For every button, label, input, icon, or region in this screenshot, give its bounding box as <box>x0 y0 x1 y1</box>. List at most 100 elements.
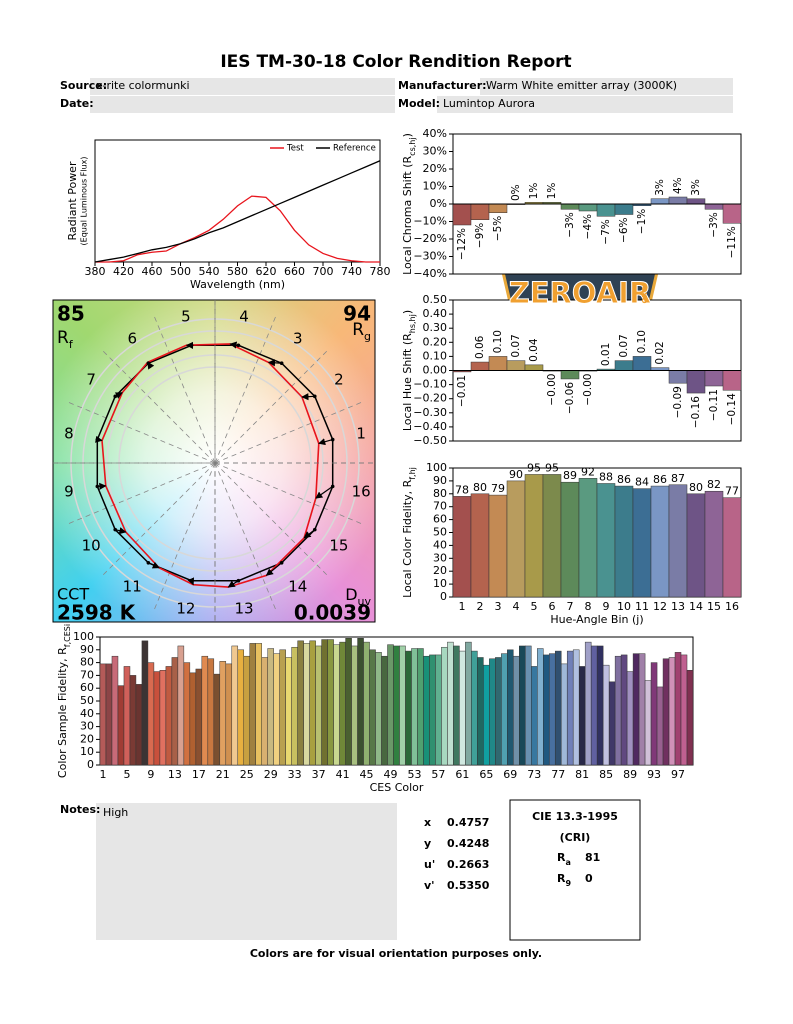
cri-item-label: Ra <box>557 851 571 867</box>
shift-arrow <box>115 527 127 535</box>
y-tick-label: 10 <box>433 577 447 590</box>
bin-boundary <box>154 462 216 610</box>
value-label: 0.10 <box>492 330 504 353</box>
cct-value: 2598 K <box>57 601 137 625</box>
text-part: R <box>557 851 566 864</box>
subscript: hs,hj <box>408 314 417 333</box>
y-tick-label: −0.20 <box>413 392 447 405</box>
field-value: Lumintop Aurora <box>443 97 535 110</box>
value-label: 80 <box>689 481 703 494</box>
hue-bin-label: 15 <box>329 536 348 554</box>
y-tick-label: 0.00 <box>423 364 448 377</box>
y-tick-label: 0.10 <box>423 349 448 362</box>
y-tick-label: 30 <box>433 551 447 564</box>
y-tick-label: 0% <box>430 197 447 210</box>
x-tick-label: 57 <box>431 768 445 781</box>
x-axis-label: Hue-Angle Bin (j) <box>550 613 643 626</box>
bar <box>309 640 316 766</box>
rf-label: Rf <box>57 328 74 351</box>
bar <box>219 661 227 766</box>
bin-boundary <box>214 462 362 524</box>
bar <box>614 655 622 766</box>
hue-bin-label: 8 <box>64 424 74 442</box>
x-tick-label: 81 <box>575 768 589 781</box>
value-label: 1% <box>546 183 558 200</box>
bar <box>153 671 161 766</box>
bar <box>105 663 113 766</box>
x-axis-label: CES Color <box>370 781 424 794</box>
bar <box>411 648 418 766</box>
reference-point <box>95 484 100 489</box>
field-label: Source: <box>60 79 107 92</box>
hue-bin-label: 1 <box>356 424 366 442</box>
bar <box>632 653 640 766</box>
y-tick-label: −0.10 <box>413 378 447 391</box>
x-tick-label: 12 <box>653 600 667 613</box>
value-label: 0.01 <box>600 343 612 366</box>
bar <box>686 670 694 766</box>
hue-bin-label: 5 <box>181 307 191 325</box>
y-tick-label: 70 <box>80 668 94 681</box>
hue-bin-label: 11 <box>123 577 142 595</box>
rg-value: 94 <box>343 302 371 326</box>
bar <box>668 370 688 384</box>
bar <box>273 653 280 766</box>
bar <box>488 203 508 213</box>
subscript: f,hj <box>408 467 417 480</box>
bar <box>626 671 634 766</box>
value-label: −0.16 <box>690 396 702 428</box>
text-part: Color Sample Fidelity, R <box>56 647 69 778</box>
cri-item-label: R9 <box>557 872 571 888</box>
bar <box>722 497 742 598</box>
x-tick-label: 620 <box>256 265 277 278</box>
bar <box>459 650 466 766</box>
bin-boundary <box>68 402 216 464</box>
bar <box>357 638 364 766</box>
y-axis-label: Color Sample Fidelity, Rf,CESi <box>56 624 72 778</box>
value-label: 4% <box>672 177 684 194</box>
text-part: R <box>557 872 566 885</box>
hue-bin-label: 6 <box>127 330 137 348</box>
footer: Colors are for visual orientation purpos… <box>250 947 542 960</box>
value-label: −12% <box>456 228 468 260</box>
shift-arrow <box>227 580 239 588</box>
y-tick-label: 90 <box>433 474 447 487</box>
value-label: 92 <box>581 465 595 478</box>
bar <box>578 478 598 598</box>
bar <box>668 196 688 205</box>
x-tick-label: 65 <box>479 768 493 781</box>
reference-point <box>330 484 335 489</box>
value-label: 0.06 <box>474 335 486 359</box>
bar <box>471 650 478 766</box>
bar <box>159 670 167 766</box>
y-tick-label: 40% <box>423 127 447 140</box>
value-label: −5% <box>492 216 504 241</box>
cri-item-value: 81 <box>585 851 600 864</box>
value-label: 84 <box>635 476 649 489</box>
bar <box>351 645 358 766</box>
x-tick-label: 9 <box>147 768 154 781</box>
bar <box>525 645 532 766</box>
x-tick-label: 740 <box>341 265 362 278</box>
notes-text: High <box>103 806 128 819</box>
field-label: Manufacturer: <box>398 79 487 92</box>
bar <box>596 203 616 217</box>
value-label: 3% <box>690 179 702 196</box>
bar <box>668 657 676 766</box>
reference-point <box>236 343 241 348</box>
text-part: Local Chroma Shift (R <box>401 155 414 274</box>
x-tick-label: 93 <box>647 768 661 781</box>
x-tick-label: 53 <box>407 768 421 781</box>
x-tick-label: 14 <box>689 600 703 613</box>
reference-point <box>113 527 118 532</box>
bar <box>620 654 628 766</box>
reference-point <box>146 560 151 565</box>
bar <box>662 658 670 766</box>
text-part: R <box>352 320 364 340</box>
bar <box>501 653 508 766</box>
chromaticity-value: 0.4248 <box>447 837 489 850</box>
subscript: g <box>364 330 371 343</box>
bar <box>327 639 334 766</box>
y-axis-label: Radiant Power <box>66 161 79 240</box>
